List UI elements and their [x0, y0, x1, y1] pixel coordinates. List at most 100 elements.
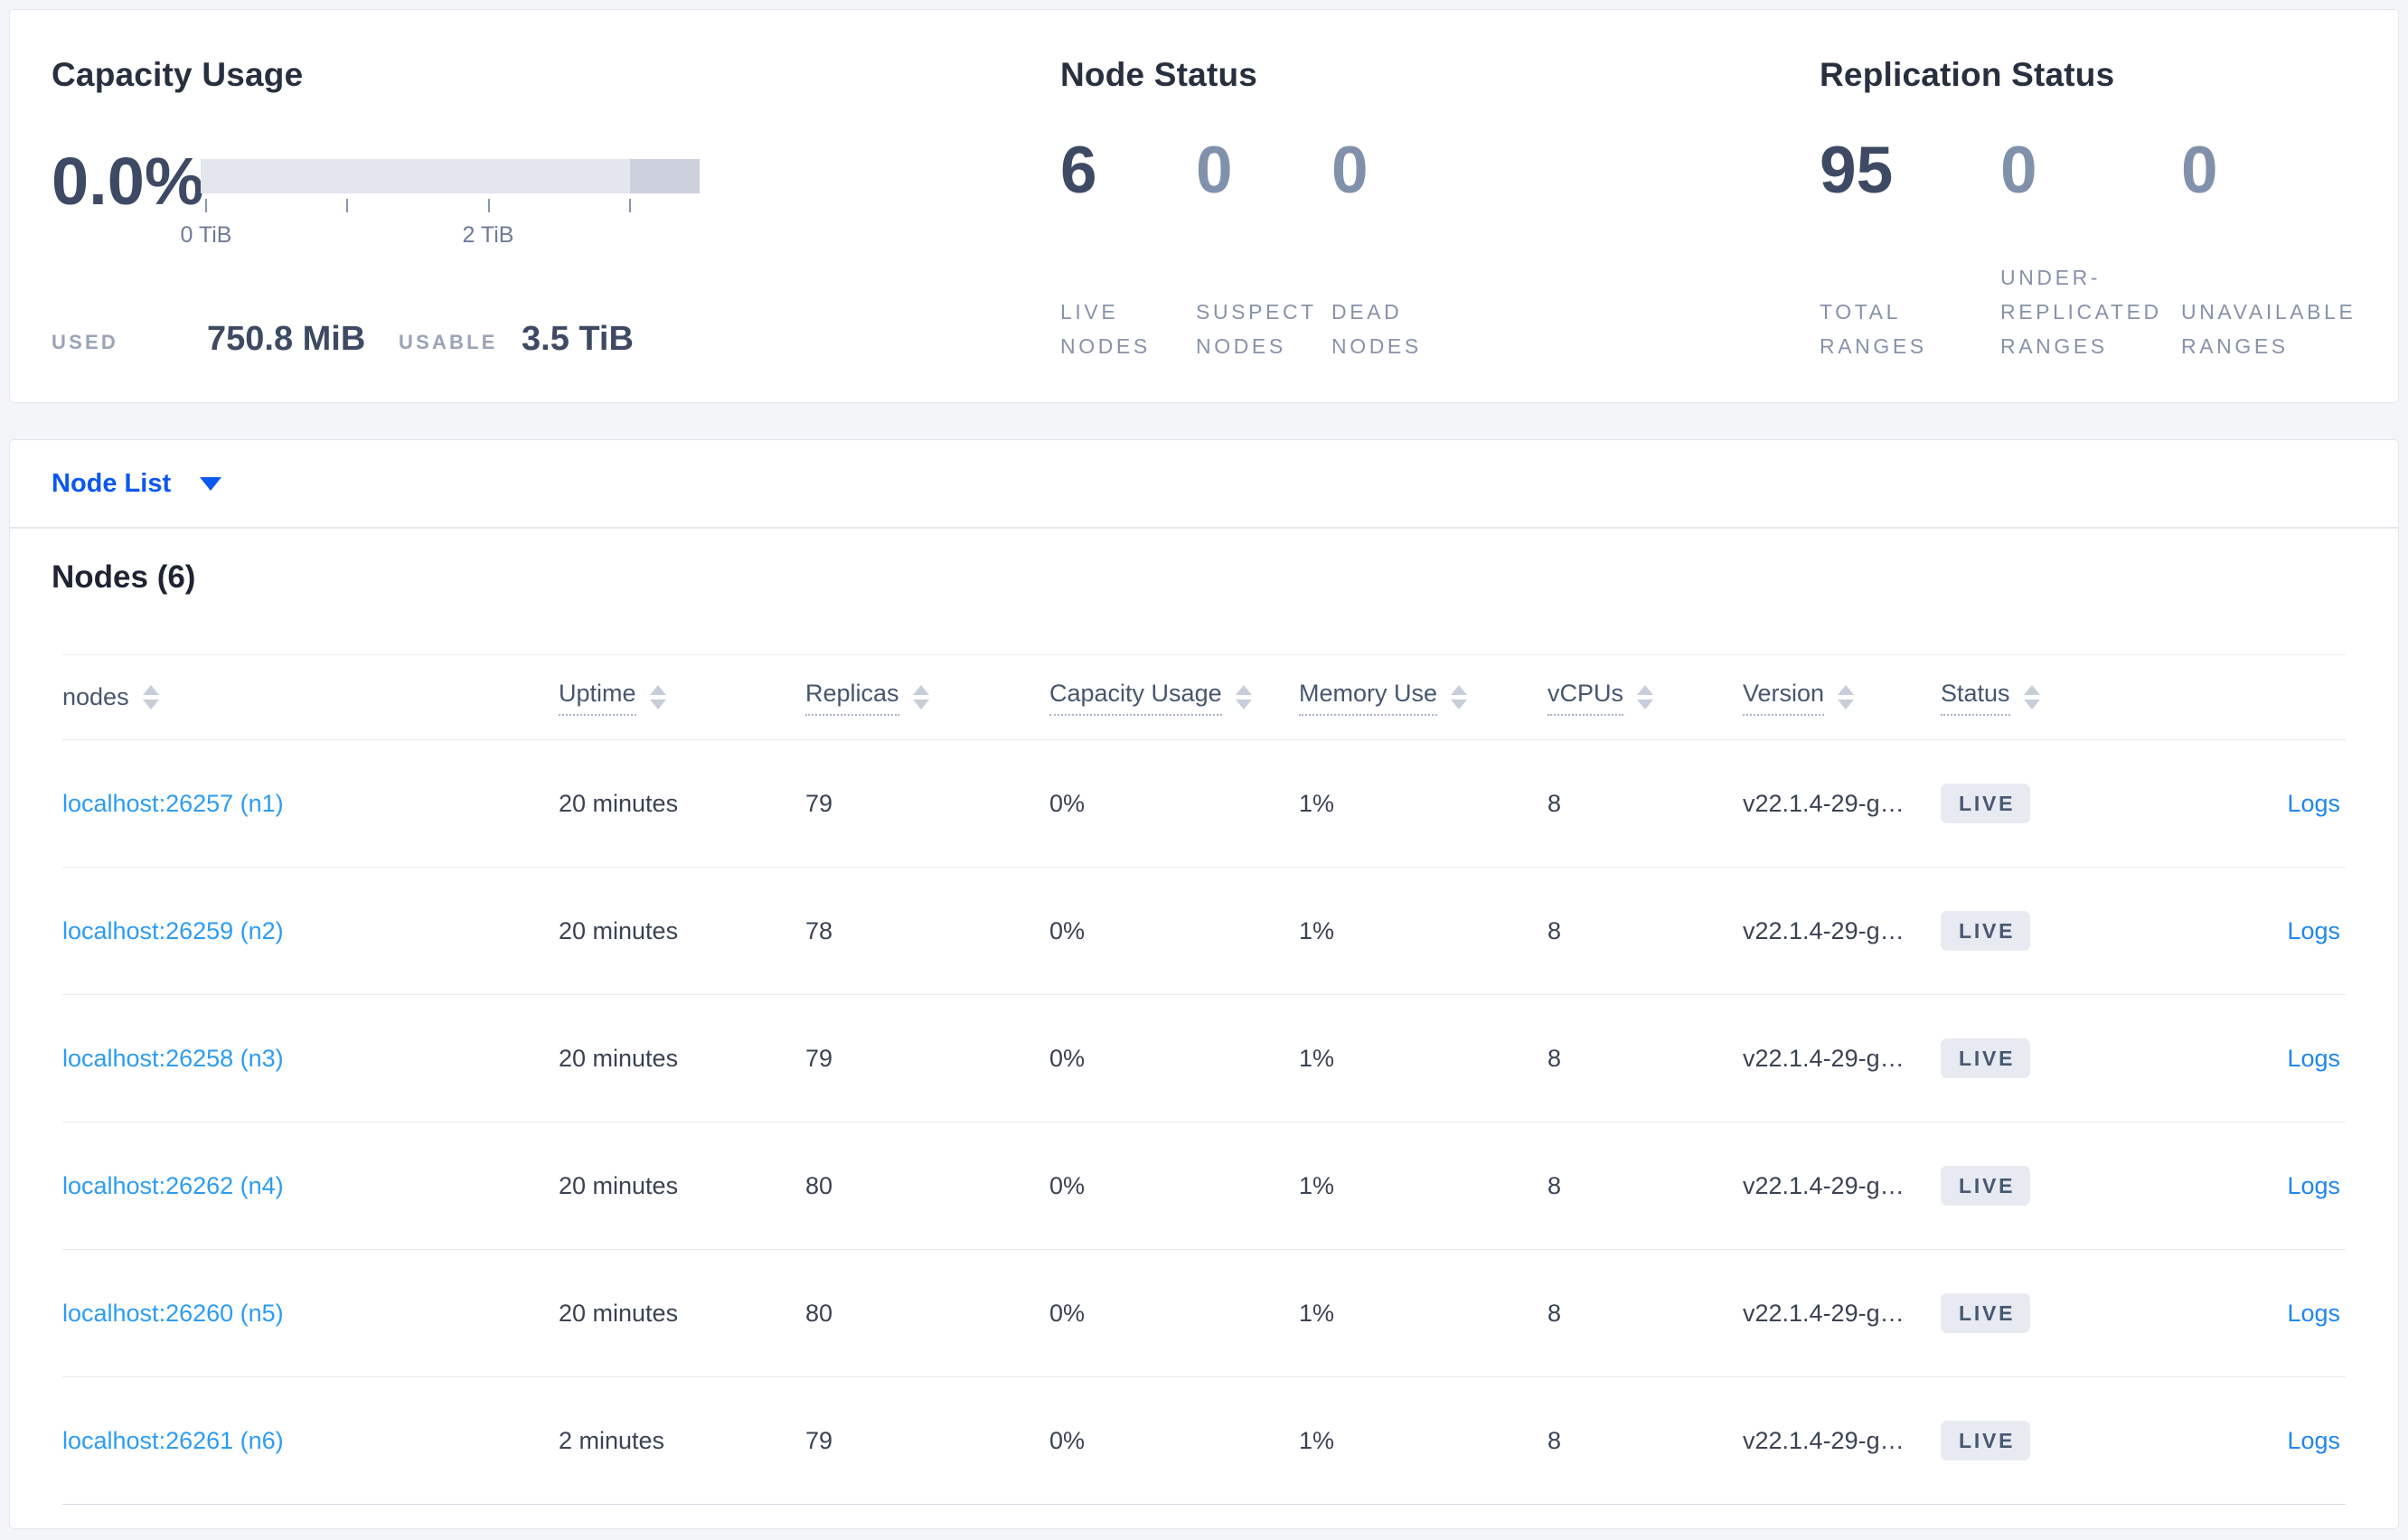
capacity-usage-cell: 0% [1049, 789, 1086, 817]
column-header-memory-use[interactable]: Memory Use [1299, 679, 1547, 716]
node-link[interactable]: localhost:26261 (n6) [62, 1426, 284, 1454]
node-link[interactable]: localhost:26258 (n3) [62, 1044, 284, 1072]
replication-status-values: 95 0 0 [1820, 137, 2362, 203]
overview-card: Capacity Usage 0.0% 0 TiB 2 TiB USED 750… [9, 9, 2399, 403]
replicas-cell: 79 [805, 1044, 833, 1072]
memory-use-cell: 1% [1299, 1299, 1335, 1327]
node-link[interactable]: localhost:26257 (n1) [62, 789, 284, 817]
version-cell: v22.1.4-29-g… [1743, 1426, 1905, 1454]
node-link[interactable]: localhost:26262 (n4) [62, 1171, 284, 1199]
table-header-row: nodes Uptime Replicas Capacity Usage Mem… [62, 654, 2346, 740]
column-header-nodes[interactable]: nodes [62, 682, 559, 711]
status-badge: LIVE [1941, 1166, 2031, 1206]
view-selector-bar: Node List [9, 439, 2399, 528]
column-header-vcpus[interactable]: vCPUs [1547, 679, 1743, 716]
capacity-usage-section: Capacity Usage 0.0% 0 TiB 2 TiB USED 750… [52, 56, 1010, 381]
column-header-version[interactable]: Version [1743, 679, 1941, 716]
column-header-label: Status [1941, 679, 2010, 716]
total-ranges-label: TOTAL RANGES [1820, 300, 1927, 358]
status-cell: LIVE [1941, 1293, 2121, 1333]
column-header-capacity-usage[interactable]: Capacity Usage [1049, 679, 1299, 716]
nodes-table-body: localhost:26257 (n1) 20 minutes 79 0% 1% 8 v22… [62, 740, 2346, 1505]
uptime-cell: 20 minutes [559, 1171, 679, 1199]
sort-icon[interactable] [1838, 684, 1855, 709]
node-status-section: Node Status 6 0 0 LIVE NODES SUSPECT NOD… [1060, 56, 1783, 381]
replicas-cell: 79 [805, 1426, 833, 1454]
version-cell: v22.1.4-29-g… [1743, 1044, 1905, 1072]
axis-tick [488, 199, 490, 212]
vcpus-cell: 8 [1547, 1299, 1562, 1327]
node-link[interactable]: localhost:26259 (n2) [62, 916, 284, 944]
capacity-summary: USED 750.8 MiB USABLE 3.5 TiB [52, 320, 738, 367]
logs-cell: Logs [2121, 1045, 2346, 1073]
capacity-bar-segment [629, 159, 700, 193]
live-nodes-value: 6 [1060, 134, 1097, 207]
logs-link[interactable]: Logs [2287, 1299, 2340, 1327]
capacity-usage-title: Capacity Usage [52, 56, 304, 93]
column-header-replicas[interactable]: Replicas [805, 679, 1049, 716]
node-status-values: 6 0 0 [1060, 137, 1467, 203]
usable-value: 3.5 TiB [522, 320, 634, 358]
chevron-down-icon[interactable] [200, 476, 222, 491]
table-row: localhost:26258 (n3) 20 minutes 79 0% 1% 8 v22… [62, 995, 2346, 1122]
axis-tick [205, 199, 207, 212]
uptime-cell: 20 minutes [559, 1299, 679, 1327]
sort-icon[interactable] [649, 684, 666, 709]
sort-icon[interactable] [1637, 684, 1654, 709]
column-header-label: Capacity Usage [1049, 679, 1222, 716]
dead-nodes-label: DEAD NODES [1331, 300, 1422, 358]
memory-use-cell: 1% [1299, 1426, 1335, 1454]
table-row: localhost:26261 (n6) 2 minutes 79 0% 1% 8 v22.… [62, 1377, 2346, 1505]
logs-cell: Logs [2121, 1300, 2346, 1328]
replicas-cell: 80 [805, 1171, 833, 1199]
capacity-usage-cell: 0% [1049, 1299, 1086, 1327]
sort-icon[interactable] [1235, 684, 1252, 709]
status-cell: LIVE [1941, 1038, 2121, 1078]
used-label: USED [52, 331, 118, 353]
status-badge: LIVE [1941, 784, 2031, 823]
sort-icon[interactable] [2023, 684, 2040, 709]
unavailable-ranges-value: 0 [2181, 134, 2218, 207]
sort-icon[interactable] [912, 684, 929, 709]
column-header-status[interactable]: Status [1941, 679, 2121, 716]
version-cell: v22.1.4-29-g… [1743, 916, 1905, 944]
status-cell: LIVE [1941, 911, 2121, 951]
capacity-axis: 0 TiB 2 TiB [181, 199, 700, 253]
logs-link[interactable]: Logs [2287, 1426, 2340, 1454]
table-row: localhost:26257 (n1) 20 minutes 79 0% 1% 8 v22… [62, 740, 2346, 868]
vcpus-cell: 8 [1547, 1044, 1562, 1072]
vcpus-cell: 8 [1547, 916, 1562, 944]
logs-link[interactable]: Logs [2287, 789, 2340, 817]
vcpus-cell: 8 [1547, 789, 1562, 817]
uptime-cell: 20 minutes [559, 789, 679, 817]
sort-icon[interactable] [1451, 684, 1468, 709]
column-header-label: vCPUs [1547, 679, 1624, 716]
column-header-label: Uptime [559, 679, 636, 716]
version-cell: v22.1.4-29-g… [1743, 789, 1905, 817]
column-header-label: Version [1743, 679, 1825, 716]
table-row: localhost:26262 (n4) 20 minutes 80 0% 1% 8 v22… [62, 1122, 2346, 1250]
logs-link[interactable]: Logs [2287, 1044, 2340, 1072]
status-badge: LIVE [1941, 1421, 2031, 1460]
sort-icon[interactable] [142, 684, 159, 709]
logs-cell: Logs [2121, 917, 2346, 945]
live-nodes-label: LIVE NODES [1060, 300, 1151, 358]
column-header-label: Replicas [805, 679, 899, 716]
logs-link[interactable]: Logs [2287, 916, 2340, 944]
total-ranges-value: 95 [1820, 134, 1894, 207]
memory-use-cell: 1% [1299, 916, 1335, 944]
axis-tick [629, 199, 631, 212]
logs-link[interactable]: Logs [2287, 1171, 2340, 1199]
capacity-bar [201, 159, 700, 193]
logs-cell: Logs [2121, 790, 2346, 818]
replicas-cell: 79 [805, 789, 833, 817]
vcpus-cell: 8 [1547, 1171, 1562, 1199]
view-selector[interactable]: Node List [52, 440, 222, 527]
axis-tick [346, 199, 348, 212]
node-link[interactable]: localhost:26260 (n5) [62, 1299, 284, 1327]
view-selector-link[interactable]: Node List [52, 468, 172, 498]
logs-cell: Logs [2121, 1427, 2346, 1455]
capacity-usage-cell: 0% [1049, 1426, 1086, 1454]
node-status-labels: LIVE NODES SUSPECT NODES DEAD NODES [1060, 237, 1467, 363]
column-header-uptime[interactable]: Uptime [559, 679, 805, 716]
